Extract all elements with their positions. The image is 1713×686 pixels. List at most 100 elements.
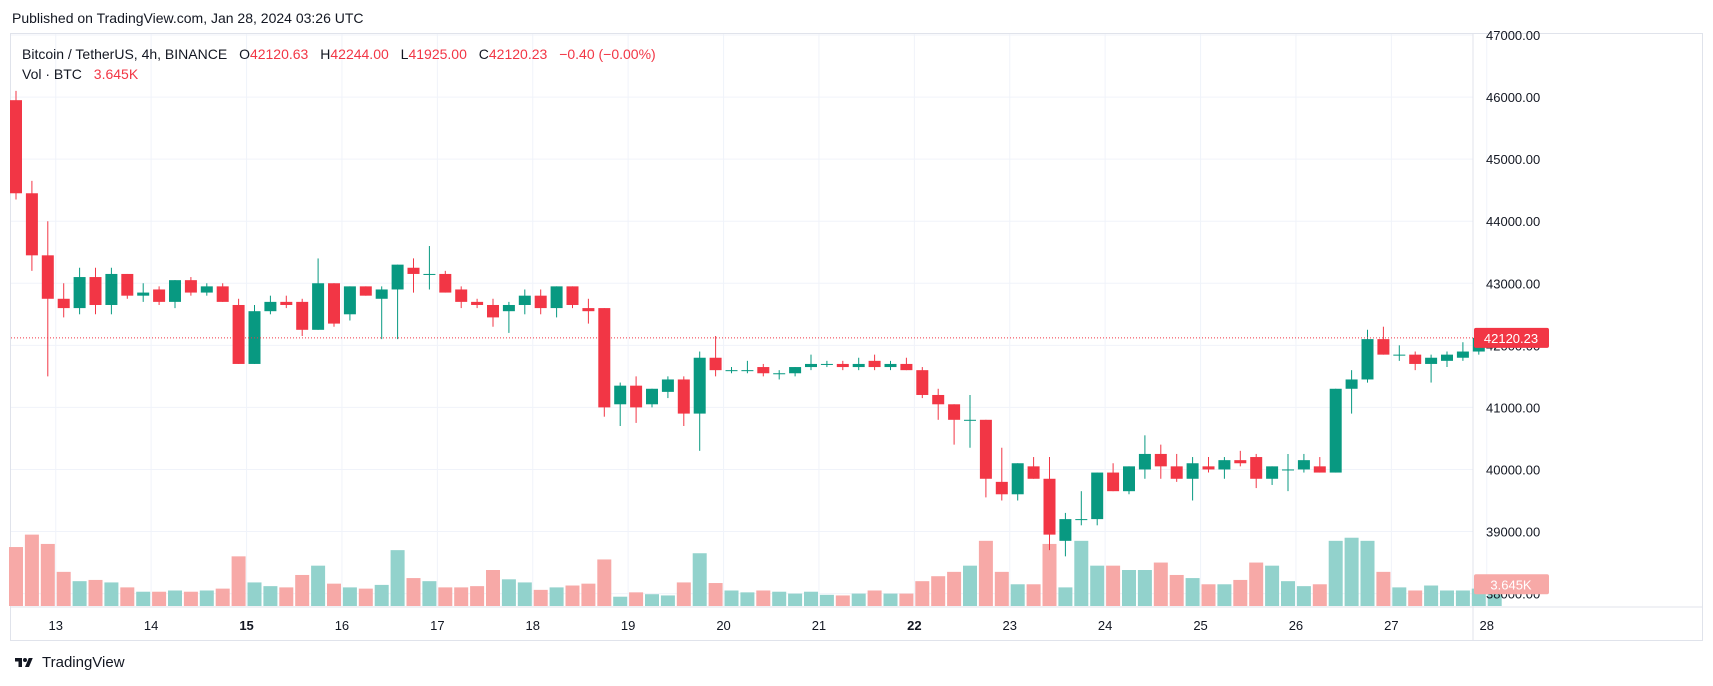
candle-body <box>1234 460 1247 464</box>
candle-body <box>169 280 181 302</box>
candle-body <box>1250 457 1263 479</box>
volume-bar <box>422 581 437 606</box>
candle <box>1059 512 1072 557</box>
candle-body <box>1282 469 1294 471</box>
candle <box>105 267 118 315</box>
candle <box>1345 370 1358 414</box>
candle-body <box>773 373 786 375</box>
candle <box>868 354 881 371</box>
time-tick-label: 13 <box>49 618 63 633</box>
candle-body <box>995 481 1008 495</box>
candle <box>725 367 738 374</box>
last-price-marker: 42120.23 3.645K <box>11 327 1549 595</box>
volume-bar <box>486 570 500 606</box>
open-value: 42120.63 <box>249 46 309 62</box>
volume-bar <box>406 578 421 606</box>
time-tick-label: 23 <box>1003 618 1017 633</box>
candle <box>423 246 436 290</box>
volume-bar <box>454 587 469 606</box>
candle-body <box>1266 466 1279 479</box>
candle <box>614 382 627 427</box>
candle-body <box>550 286 563 309</box>
candle <box>184 277 197 296</box>
tradingview-footer[interactable]: TradingView <box>12 654 125 671</box>
last-volume-label: 3.645K <box>1490 577 1532 592</box>
candle-body <box>1107 472 1120 492</box>
time-tick-label: 22 <box>907 618 921 633</box>
volume-bar <box>1217 584 1232 606</box>
volume-bar <box>1153 562 1168 606</box>
candle <box>137 283 150 302</box>
volume-bar <box>597 559 612 606</box>
volume-bar <box>327 583 341 606</box>
candle-body <box>836 363 849 368</box>
candle-body <box>328 283 340 324</box>
volume-bar <box>215 588 230 606</box>
volume-bar <box>168 590 182 606</box>
time-tick-label: 28 <box>1480 618 1494 633</box>
volume-bar <box>1455 590 1470 606</box>
published-header: Published on TradingView.com, Jan 28, 20… <box>12 10 364 26</box>
candle-body <box>57 298 70 309</box>
volume-bar <box>963 565 977 606</box>
candle <box>1425 354 1438 383</box>
candle-body <box>73 277 86 309</box>
candle-body <box>1059 519 1072 541</box>
volume-bar <box>899 593 914 606</box>
volume-bar <box>501 579 516 606</box>
price-tick-label: 39000.00 <box>1486 525 1540 540</box>
volume-bar <box>740 592 755 606</box>
candle <box>979 419 992 498</box>
volume-bar <box>1058 587 1073 606</box>
candle-body <box>216 286 229 302</box>
candle-body <box>312 283 325 330</box>
volume-bar <box>692 553 707 606</box>
candle <box>757 363 770 377</box>
candle-body <box>375 289 388 299</box>
candle-body <box>1441 354 1453 361</box>
volume-bar <box>1026 584 1041 606</box>
tradingview-logo-icon <box>15 657 33 667</box>
time-tick-label: 25 <box>1193 618 1207 633</box>
volume-bar <box>1265 565 1280 606</box>
candle <box>1075 491 1088 526</box>
volume-bar <box>24 534 39 606</box>
time-tick-label: 27 <box>1384 618 1398 633</box>
candle <box>1266 466 1279 485</box>
volume-bar <box>947 571 962 606</box>
volume-bar <box>1296 586 1311 606</box>
volume-bar <box>1090 565 1105 606</box>
candle-body <box>916 370 929 395</box>
volume-bar <box>708 583 723 606</box>
candle-body <box>407 267 420 274</box>
candle <box>1107 463 1120 492</box>
candle-body <box>105 273 118 305</box>
candle <box>248 304 261 364</box>
volume-bar <box>1122 570 1136 606</box>
candle <box>995 447 1008 501</box>
time-tick-label: 21 <box>812 618 826 633</box>
volume-bar <box>549 587 564 606</box>
candle <box>550 286 563 318</box>
candle-body <box>614 385 627 405</box>
candle <box>964 394 976 448</box>
volume-bar <box>883 593 898 606</box>
candle <box>1027 457 1040 479</box>
candle-body <box>471 301 484 305</box>
candle-body <box>1138 453 1151 470</box>
grid-lines <box>10 34 1703 640</box>
volume-bar <box>358 588 373 606</box>
time-tick-label: 14 <box>144 618 158 633</box>
volume-bar <box>1344 537 1359 606</box>
candle-body <box>964 419 976 421</box>
candle <box>200 283 213 296</box>
candle-body <box>1091 472 1104 520</box>
time-tick-label: 18 <box>526 618 540 633</box>
high-label: H <box>320 46 331 62</box>
candle <box>439 270 452 293</box>
volume-bar <box>931 576 946 606</box>
candle <box>1123 466 1135 495</box>
candle <box>1456 342 1469 361</box>
candle-body <box>630 385 643 408</box>
